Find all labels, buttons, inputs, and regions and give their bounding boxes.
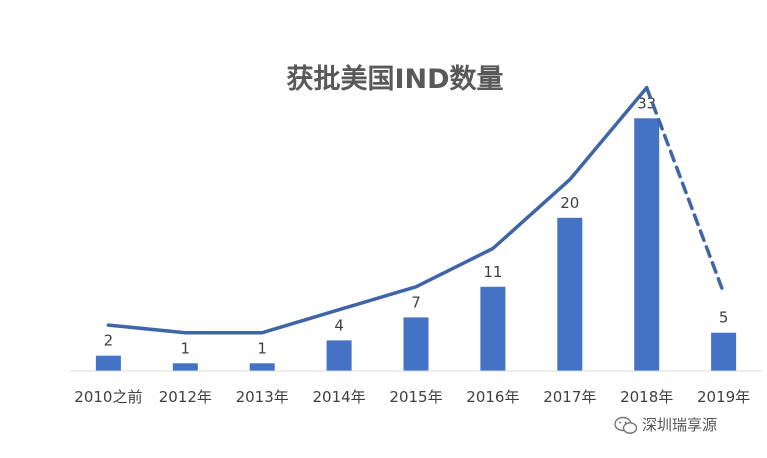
bar-3 [326,340,352,371]
data-label-5: 11 [483,263,502,281]
x-tick-label-8: 2019年 [697,388,750,406]
x-tick-label-3: 2014年 [313,388,366,406]
x-tick-label-6: 2017年 [543,388,596,406]
data-label-7: 33 [637,94,656,112]
data-label-6: 20 [560,194,579,212]
data-label-8: 5 [719,309,729,327]
bars-group [95,118,737,371]
x-tick-label-7: 2018年 [620,388,673,406]
bar-6 [557,217,583,371]
x-tick-label-5: 2016年 [466,388,519,406]
bar-7 [634,118,660,371]
x-tick-label-2: 2013年 [236,388,289,406]
wechat-icon [614,416,638,434]
data-label-4: 7 [411,293,421,311]
watermark-text: 深圳瑞享源 [642,416,717,434]
data-label-2: 1 [257,339,267,357]
data-label-0: 2 [104,332,114,350]
bar-0 [95,355,121,371]
bar-2 [249,363,275,371]
x-tick-label-1: 2012年 [159,388,212,406]
bar-5 [480,286,506,371]
watermark: 深圳瑞享源 [614,416,717,434]
trend-line [106,85,649,335]
bar-1 [172,363,198,371]
x-tick-label-4: 2015年 [389,388,442,406]
data-label-1: 1 [181,339,191,357]
x-tick-labels-group: 2010之前 2012年 2013年 2014年 2015年 2016年 2017年 2018… [74,388,750,406]
bar-8 [711,332,737,371]
trend-line-group [106,85,726,335]
trend-line-dashed-segment [644,85,726,295]
x-tick-label-0: 2010之前 [74,388,142,406]
bar-4 [403,317,429,371]
data-label-3: 4 [334,316,344,334]
chart-title: 获批美国IND数量 [286,63,503,95]
